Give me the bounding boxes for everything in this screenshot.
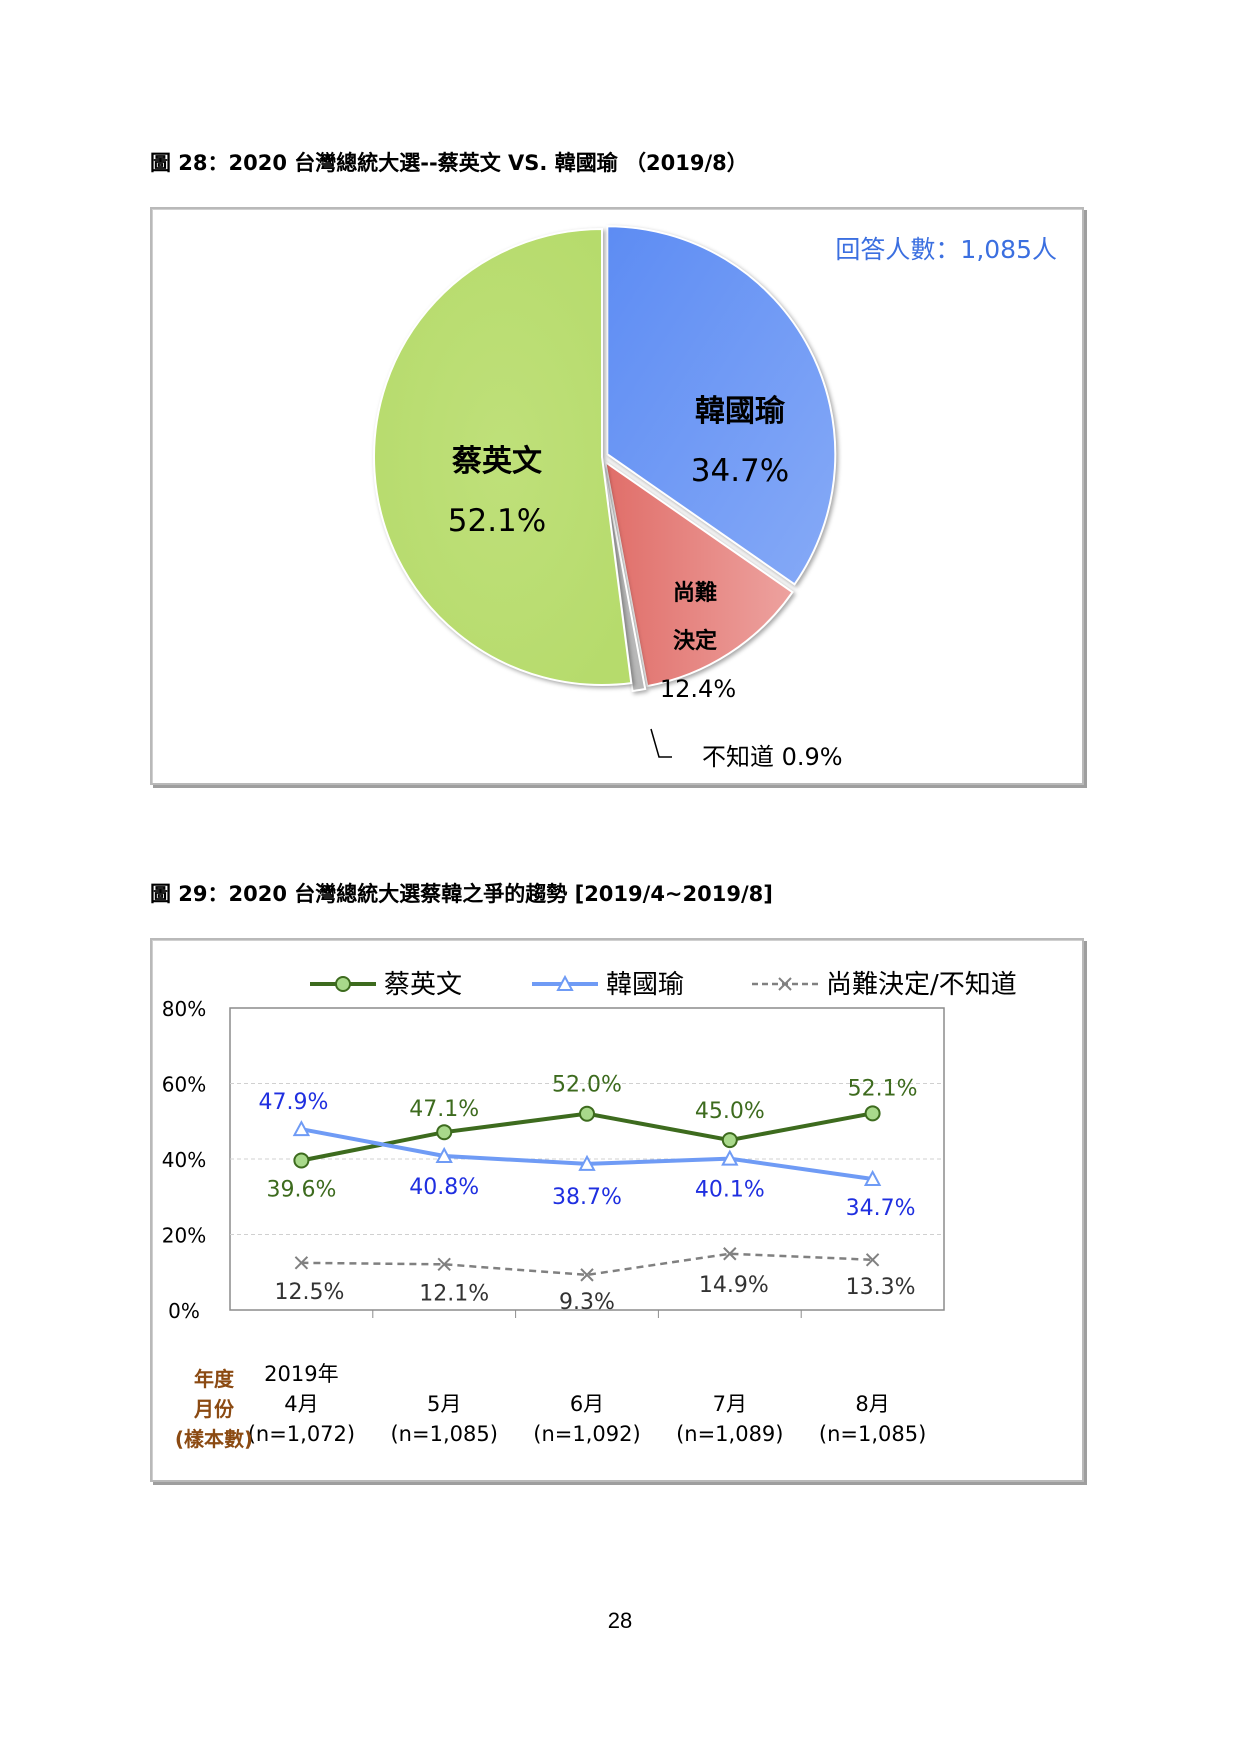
y-tick-label: 80% xyxy=(162,997,206,1021)
legend-label: 蔡英文 xyxy=(384,970,462,1000)
pie-chart-frame: 回答人數：1,085人 韓國瑜 34.7% 蔡英文 52.1% 尚難 決定 12… xyxy=(150,207,1084,785)
pie-label-tsai-pct: 52.1% xyxy=(448,503,546,539)
data-label: 12.1% xyxy=(419,1281,489,1306)
x-category-label: 4月 xyxy=(284,1392,318,1416)
pie-slice-1 xyxy=(606,225,837,586)
legend-marker xyxy=(778,977,792,991)
y-tick-label: 60% xyxy=(162,1073,206,1097)
series-line-2 xyxy=(301,1127,873,1181)
data-point xyxy=(723,1247,737,1261)
data-label: 34.7% xyxy=(846,1196,916,1221)
legend-label: 尚難決定/不知道 xyxy=(826,970,1017,1000)
figure-29-title: 圖 29：2020 台灣總統大選蔡韓之爭的趨勢 [2019/4~2019/8] xyxy=(150,882,773,906)
data-point xyxy=(865,1253,880,1267)
pie-label-unknown: 不知道 0.9% xyxy=(702,743,843,771)
data-label: 38.7% xyxy=(552,1185,622,1210)
data-label: 47.9% xyxy=(258,1090,328,1115)
x-category-label: (n=1,085) xyxy=(819,1422,926,1446)
data-label: 47.1% xyxy=(409,1097,479,1122)
data-point xyxy=(435,1146,453,1163)
figure-28-title: 圖 28：2020 台灣總統大選--蔡英文 VS. 韓國瑜 （2019/8） xyxy=(150,151,748,175)
data-label: 40.1% xyxy=(695,1178,765,1203)
data-point xyxy=(294,1256,309,1270)
line-chart-frame: 0% 20% 40% 60% 80% 蔡英文 韓國瑜 尚難決定/不知道 39.6% 47.1%… xyxy=(150,938,1084,1482)
x-category-label: 6月 xyxy=(570,1392,604,1416)
series-line-3 xyxy=(301,1252,873,1277)
data-label: 9.3% xyxy=(559,1290,615,1315)
x-category-label: 7月 xyxy=(713,1392,747,1416)
x-axis-header: 年度 xyxy=(194,1367,235,1391)
data-label: 40.8% xyxy=(409,1175,479,1200)
data-point xyxy=(293,1152,310,1169)
pie-label-undecided-line1: 尚難 xyxy=(673,580,717,606)
x-axis-header: (樣本數) xyxy=(175,1427,253,1451)
x-category-label: (n=1,092) xyxy=(533,1422,640,1446)
y-tick-label: 20% xyxy=(162,1224,206,1248)
pie-label-han-name: 韓國瑜 xyxy=(695,394,786,429)
pie-leader-line xyxy=(650,728,672,758)
data-label: 39.6% xyxy=(266,1178,336,1203)
data-label: 45.0% xyxy=(695,1099,765,1124)
data-label: 52.1% xyxy=(848,1076,918,1101)
data-label: 14.9% xyxy=(699,1273,769,1298)
x-category-label: 5月 xyxy=(427,1392,461,1416)
data-point xyxy=(578,1154,596,1171)
pie-slice-3 xyxy=(602,464,647,693)
data-label: 52.0% xyxy=(552,1073,622,1098)
data-point xyxy=(436,1124,453,1141)
respondents-count: 回答人數：1,085人 xyxy=(835,235,1057,264)
data-point xyxy=(721,1132,738,1149)
data-point xyxy=(864,1105,881,1122)
x-category-label: 8月 xyxy=(855,1392,889,1416)
data-label: 12.5% xyxy=(274,1280,344,1305)
data-point xyxy=(292,1120,311,1137)
pie-label-undecided-line2: 決定 xyxy=(673,628,717,654)
legend-label: 韓國瑜 xyxy=(606,970,684,1000)
legend-marker xyxy=(556,974,574,991)
y-tick-label: 40% xyxy=(162,1148,206,1172)
y-tick-label: 0% xyxy=(168,1299,200,1323)
x-category-label: (n=1,072) xyxy=(248,1422,355,1446)
pie-label-tsai-name: 蔡英文 xyxy=(452,444,542,479)
x-category-label: (n=1,089) xyxy=(676,1422,783,1446)
legend-marker xyxy=(335,976,351,992)
pie-slice-4 xyxy=(373,227,633,686)
pie-label-undecided-pct: 12.4% xyxy=(660,675,736,703)
x-category-label: (n=1,085) xyxy=(390,1422,497,1446)
x-axis-header: 月份 xyxy=(193,1397,235,1421)
data-point xyxy=(580,1268,594,1282)
pie-label-han-pct: 34.7% xyxy=(691,453,789,489)
pie-slice-2 xyxy=(603,459,794,688)
pie-chart: 回答人數：1,085人 韓國瑜 34.7% 蔡英文 52.1% 尚難 決定 12… xyxy=(373,225,1057,771)
data-point xyxy=(437,1257,451,1272)
data-point xyxy=(579,1105,595,1122)
data-point xyxy=(863,1169,882,1187)
data-label: 13.3% xyxy=(846,1275,916,1300)
page-number: 28 xyxy=(607,1608,633,1633)
data-point xyxy=(721,1149,739,1166)
line-chart: 0% 20% 40% 60% 80% 蔡英文 韓國瑜 尚難決定/不知道 39.6% 47.1%… xyxy=(162,970,1017,1451)
x-category-label: 2019年 xyxy=(264,1362,338,1386)
